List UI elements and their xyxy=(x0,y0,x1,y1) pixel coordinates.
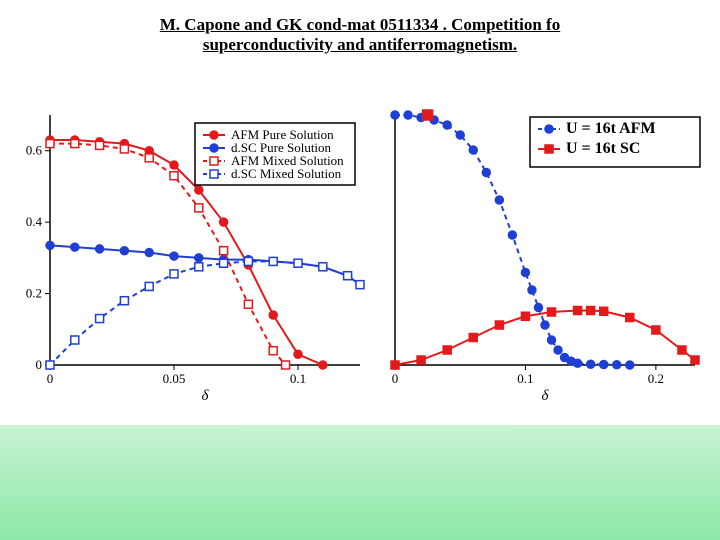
svg-text:0.2: 0.2 xyxy=(26,286,42,301)
svg-text:δ: δ xyxy=(542,388,550,404)
charts-container: 00.050.100.20.40.6δAFM Pure Solutiond.SC… xyxy=(0,65,720,405)
svg-text:U = 16t AFM: U = 16t AFM xyxy=(566,120,656,137)
svg-text:U = 16t SC: U = 16t SC xyxy=(566,140,640,157)
footer-gradient-band xyxy=(0,425,720,540)
right-chart: 0 0.1 0.2 δ U = 16t AFM U = 16t SC xyxy=(380,95,710,405)
svg-text:0.4: 0.4 xyxy=(26,214,43,229)
svg-text:0.1: 0.1 xyxy=(517,371,533,386)
svg-text:0: 0 xyxy=(47,371,54,386)
svg-text:0: 0 xyxy=(36,357,43,372)
title-line-2: superconductivity and antiferromagnetism… xyxy=(203,35,517,54)
left-chart: 00.050.100.20.40.6δAFM Pure Solutiond.SC… xyxy=(10,95,380,405)
svg-text:0.05: 0.05 xyxy=(163,371,186,386)
svg-text:0: 0 xyxy=(392,371,399,386)
svg-text:0.6: 0.6 xyxy=(26,143,43,158)
svg-text:δ: δ xyxy=(202,388,210,404)
slide-title: M. Capone and GK cond-mat 0511334 . Comp… xyxy=(0,0,720,65)
svg-text:0.2: 0.2 xyxy=(648,371,664,386)
title-line-1: M. Capone and GK cond-mat 0511334 . Comp… xyxy=(160,15,560,34)
svg-text:d.SC Mixed Solution: d.SC Mixed Solution xyxy=(231,166,342,181)
svg-text:0.1: 0.1 xyxy=(290,371,306,386)
